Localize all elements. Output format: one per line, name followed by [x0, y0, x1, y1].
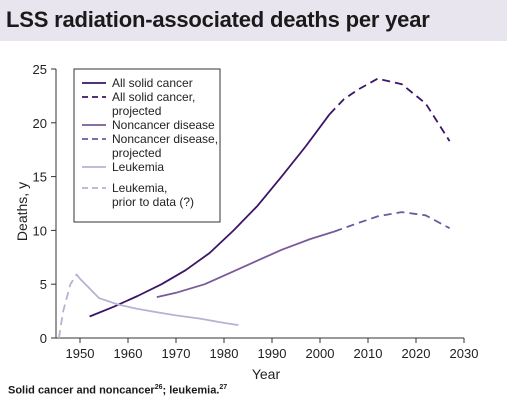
- caption-text-2: ; leukemia.: [162, 384, 220, 397]
- x-tick-label: 2020: [402, 346, 431, 361]
- chart: 1950 1960 1970 1980 1990 2000 2010 2020 2030 0 5 10…: [14, 62, 478, 381]
- x-tick-label: 2000: [306, 346, 335, 361]
- series-line-5: [58, 273, 81, 339]
- legend-label-1: All solid cancer, projected: [112, 90, 195, 118]
- caption-text-1: Solid cancer and noncancer: [8, 384, 155, 397]
- y-tick-label: 25: [33, 62, 47, 77]
- legend-box: [73, 68, 221, 223]
- caption-ref-1: 26: [154, 384, 163, 391]
- x-tick-label: 1960: [114, 346, 143, 361]
- chart-series: [58, 77, 451, 339]
- legend-label-5: Leukemia, prior to data (?): [112, 181, 194, 209]
- caption-ref-2: 27: [219, 384, 228, 391]
- legend-label-3: Noncancer disease, projected: [112, 132, 218, 160]
- x-tick-label: 1970: [162, 346, 191, 361]
- y-tick-label: 10: [33, 223, 47, 238]
- y-axis-title: Deaths, y: [14, 182, 30, 241]
- x-tick-label: 1980: [210, 346, 239, 361]
- page-title: LSS radiation-associated deaths per year: [6, 7, 430, 32]
- y-tick-label: 5: [40, 277, 47, 292]
- x-tick-label: 2010: [354, 346, 383, 361]
- legend-label-2: Noncancer disease: [112, 118, 215, 132]
- series-line-1: [328, 77, 451, 142]
- y-tick-label: 0: [40, 331, 47, 346]
- series-line-0: [89, 113, 331, 318]
- legend-label-0: All solid cancer: [112, 76, 193, 90]
- series-line-2: [156, 230, 335, 298]
- figure-caption: Solid cancer and noncancer26; leukemia.2…: [8, 384, 227, 397]
- legend-label-4: Leukemia: [112, 160, 164, 174]
- x-axis-title: Year: [252, 366, 281, 381]
- series-line-3: [334, 211, 451, 233]
- title-bar: LSS radiation-associated deaths per year: [0, 0, 507, 41]
- x-tick-label: 1990: [258, 346, 287, 361]
- y-tick-label: 15: [33, 170, 47, 185]
- series-line-4: [79, 278, 239, 326]
- y-tick-label: 20: [33, 116, 47, 131]
- x-tick-label: 2030: [450, 346, 479, 361]
- x-tick-label: 1950: [66, 346, 95, 361]
- chart-axes: 1950 1960 1970 1980 1990 2000 2010 2020 2030 0 5 10…: [14, 62, 478, 381]
